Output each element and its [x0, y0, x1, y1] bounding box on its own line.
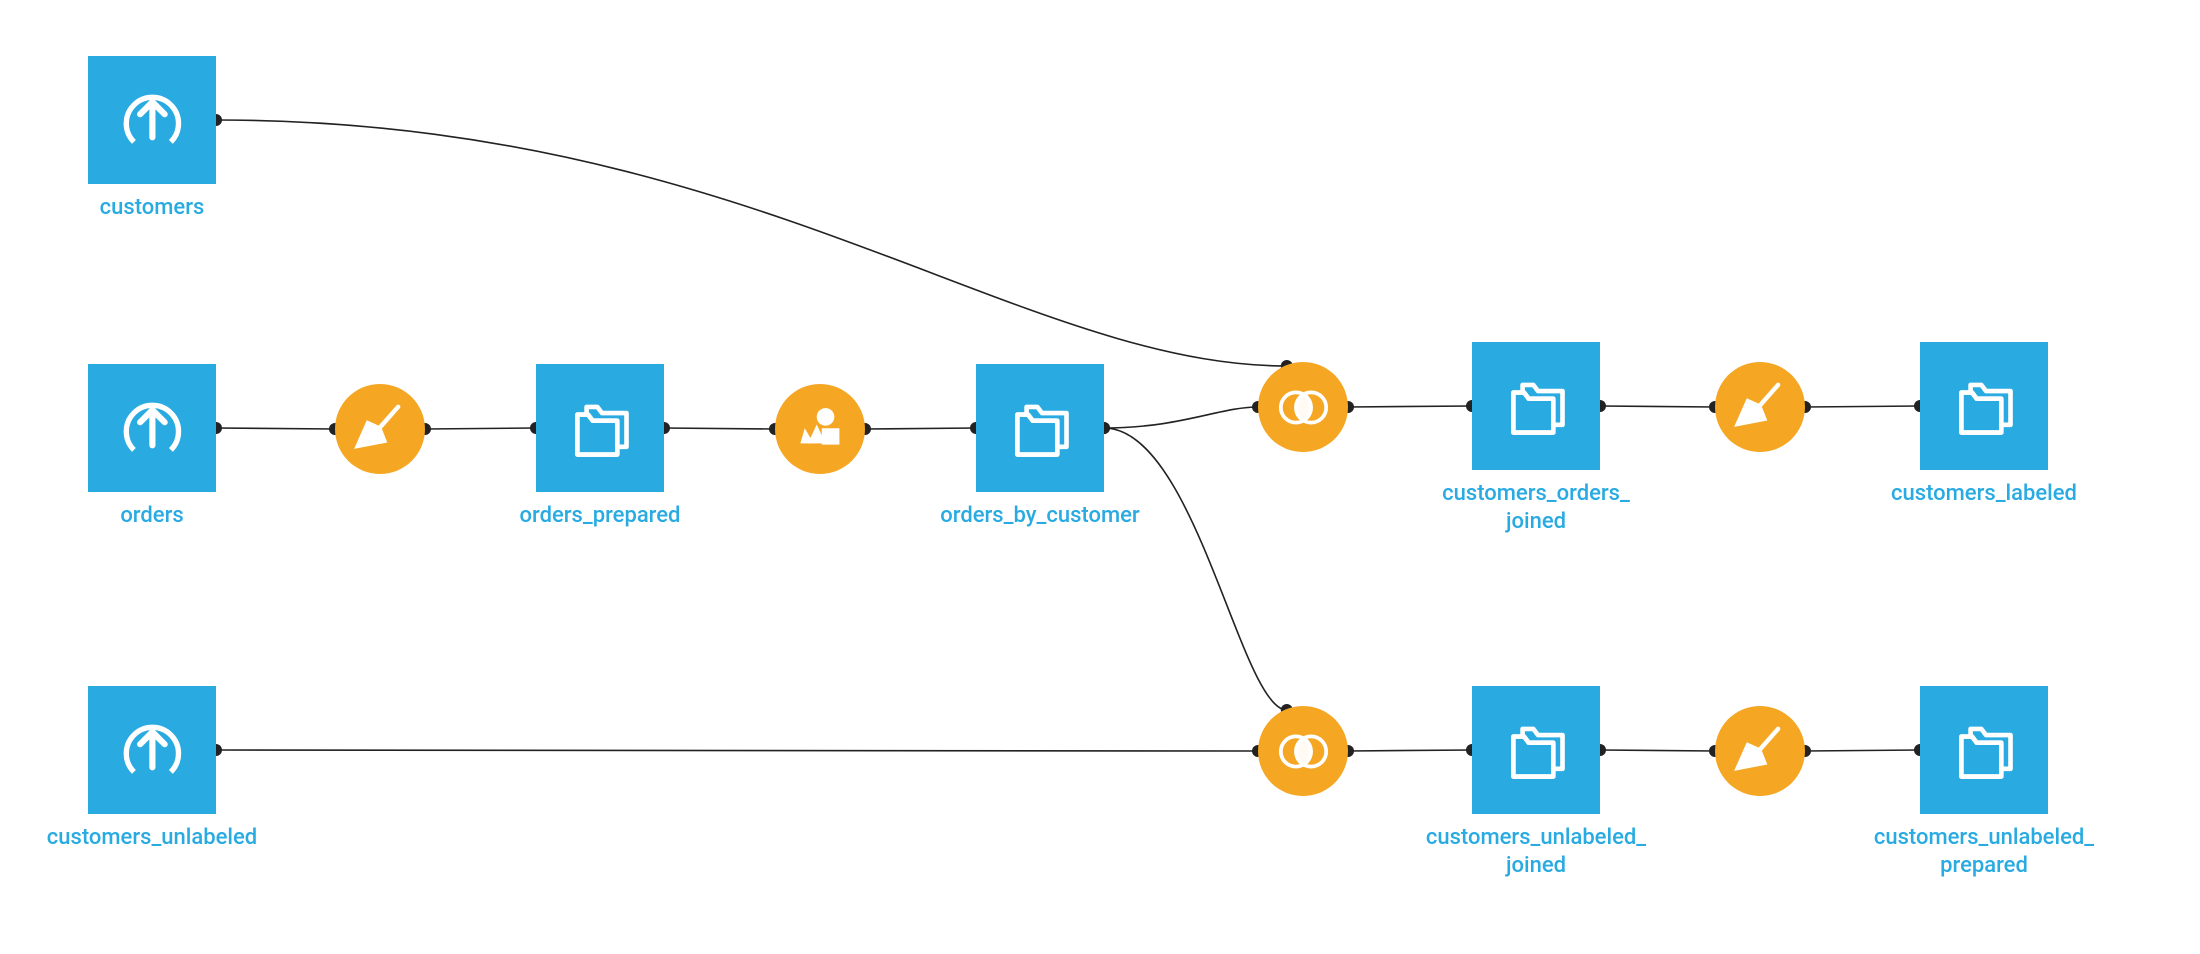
dataset-box[interactable]: [1920, 686, 2048, 814]
node-customers_unlabeled[interactable]: customers_unlabeled: [88, 686, 216, 814]
node-label: customers_unlabeled: [22, 824, 282, 852]
upload-icon: [114, 82, 191, 159]
node-label: customers_unlabeled_ joined: [1406, 824, 1666, 879]
dataset-box[interactable]: [88, 364, 216, 492]
recipe-circle[interactable]: [1258, 362, 1348, 452]
recipe-circle[interactable]: [1715, 706, 1805, 796]
edge: [865, 428, 976, 429]
node-label: orders: [22, 502, 282, 530]
dataset-icon: [1946, 712, 2023, 789]
node-orders[interactable]: orders: [88, 364, 216, 492]
dataset-icon: [562, 390, 639, 467]
node-join1[interactable]: [1258, 362, 1348, 452]
broom-icon: [1729, 720, 1792, 783]
node-label: customers_unlabeled_ prepared: [1854, 824, 2114, 879]
node-orders_by_customer[interactable]: orders_by_customer: [976, 364, 1104, 492]
node-clean2[interactable]: [1715, 362, 1805, 452]
node-label: customers_orders_ joined: [1406, 480, 1666, 535]
dataset-box[interactable]: [1472, 342, 1600, 470]
node-customers_labeled[interactable]: customers_labeled: [1920, 342, 2048, 470]
edge: [664, 428, 775, 429]
join-icon: [1272, 720, 1335, 783]
node-cust_unl_prepared[interactable]: customers_unlabeled_ prepared: [1920, 686, 2048, 814]
dataset-box[interactable]: [1920, 342, 2048, 470]
edge: [1348, 406, 1472, 407]
node-clean3[interactable]: [1715, 706, 1805, 796]
recipe-circle[interactable]: [335, 384, 425, 474]
node-cust_ord_joined[interactable]: customers_orders_ joined: [1472, 342, 1600, 470]
node-clean1[interactable]: [335, 384, 425, 474]
flow-canvas: customers orders orders_prepared: [0, 0, 2200, 954]
edge: [1104, 407, 1258, 428]
dataset-box[interactable]: [88, 56, 216, 184]
dataset-icon: [1498, 368, 1575, 445]
dataset-icon: [1002, 390, 1079, 467]
upload-icon: [114, 390, 191, 467]
dataset-box[interactable]: [1472, 686, 1600, 814]
edge: [216, 750, 1258, 751]
edge: [1600, 750, 1715, 751]
recipe-circle[interactable]: [775, 384, 865, 474]
edge: [1348, 750, 1472, 751]
edge: [1600, 406, 1715, 407]
edge: [216, 120, 1287, 366]
node-label: orders_prepared: [470, 502, 730, 530]
dataset-box[interactable]: [536, 364, 664, 492]
node-label: customers_labeled: [1854, 480, 2114, 508]
shapes-icon: [789, 398, 852, 461]
node-label: customers: [22, 194, 282, 222]
node-cust_unl_joined[interactable]: customers_unlabeled_ joined: [1472, 686, 1600, 814]
broom-icon: [1729, 376, 1792, 439]
node-label: orders_by_customer: [910, 502, 1170, 530]
upload-icon: [114, 712, 191, 789]
edge: [1805, 750, 1920, 751]
dataset-box[interactable]: [976, 364, 1104, 492]
node-customers[interactable]: customers: [88, 56, 216, 184]
dataset-icon: [1946, 368, 2023, 445]
edge: [425, 428, 536, 429]
recipe-circle[interactable]: [1258, 706, 1348, 796]
recipe-circle[interactable]: [1715, 362, 1805, 452]
node-orders_prepared[interactable]: orders_prepared: [536, 364, 664, 492]
dataset-box[interactable]: [88, 686, 216, 814]
broom-icon: [349, 398, 412, 461]
join-icon: [1272, 376, 1335, 439]
dataset-icon: [1498, 712, 1575, 789]
edge: [216, 428, 335, 429]
edge: [1805, 406, 1920, 407]
node-group1[interactable]: [775, 384, 865, 474]
node-join2[interactable]: [1258, 706, 1348, 796]
edge: [1104, 428, 1287, 710]
